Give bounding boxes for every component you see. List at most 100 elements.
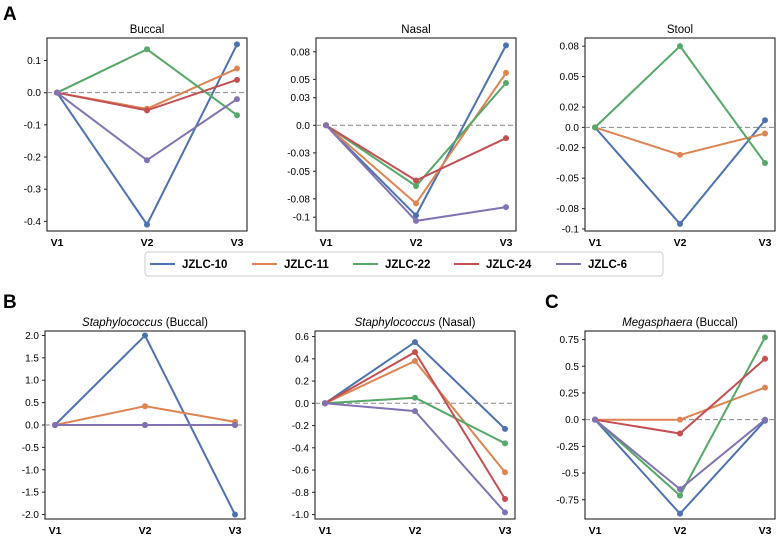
y-tick-label: -0.1	[293, 213, 311, 224]
x-tick-label: V2	[409, 525, 422, 537]
chart-A-stool: Stool 0.08 0.05 0.02 0.0 -0.02 -0.05 -0.08 -0.1 V…	[556, 24, 776, 249]
data-point	[762, 130, 768, 137]
x-tick-label: V1	[589, 525, 602, 537]
data-point	[52, 422, 58, 428]
plot-frame	[584, 330, 776, 520]
y-tick-label: -0.5	[562, 469, 580, 480]
y-tick-label: 0.03	[291, 93, 311, 104]
x-tick-label: V2	[674, 237, 687, 249]
series-jzlc-6	[323, 122, 509, 224]
data-point	[677, 510, 683, 517]
data-point	[502, 469, 508, 476]
y-tick-label: 0.5	[565, 362, 579, 373]
data-point	[412, 394, 418, 401]
y-tick-label: 0.75	[560, 335, 580, 346]
legend-box	[144, 251, 664, 277]
data-point	[323, 122, 329, 129]
x-tick-label: V3	[759, 525, 772, 537]
y-tick-label: 0.05	[291, 75, 311, 86]
legend-item-jzlc-10: JZLC-10	[150, 259, 227, 271]
data-point	[144, 221, 150, 228]
data-point	[142, 332, 148, 339]
charts: Buccal 0.1 0.0 -0.1 -0.2 -0.3 -0.4 V1 V2 V3 Nasal 0…	[22, 24, 776, 537]
y-tick-label: 0.5	[25, 398, 39, 409]
y-tick-label: 0.2	[295, 377, 309, 388]
y-tick-label: -2.0	[22, 510, 40, 521]
y-tick-label: 0.08	[291, 47, 311, 58]
data-point	[413, 212, 419, 219]
data-point	[677, 486, 683, 493]
x-tick-label: V3	[759, 237, 772, 249]
chart-title: Buccal	[130, 24, 165, 36]
x-tick-label: V1	[319, 525, 332, 537]
data-point	[677, 220, 683, 227]
data-point	[413, 217, 419, 224]
plot-frame	[315, 37, 517, 232]
y-tick-label: 0.4	[295, 354, 309, 365]
data-point	[677, 492, 683, 499]
data-point	[234, 96, 240, 103]
data-point	[412, 358, 418, 365]
series-line	[325, 124, 507, 222]
y-tick-label: -0.4	[24, 217, 42, 228]
series-jzlc-10	[592, 117, 768, 227]
data-point	[502, 509, 508, 516]
series-line	[594, 336, 766, 498]
data-point	[142, 403, 148, 410]
data-point	[144, 157, 150, 164]
y-tick-label: -0.5	[22, 443, 40, 454]
legend-item-jzlc-24: JZLC-24	[454, 259, 532, 271]
data-point	[413, 200, 419, 207]
chart-title: Nasal	[401, 24, 430, 36]
series-line	[56, 91, 238, 162]
panel-letter-b: B	[3, 292, 17, 313]
y-tick-label: 0.0	[565, 123, 579, 134]
y-tick-label: -0.3	[24, 185, 42, 196]
y-tick-label: -1.0	[22, 465, 40, 476]
series-jzlc-22	[322, 394, 508, 447]
y-tick-label: 0.6	[295, 332, 309, 343]
y-tick-label: 1.5	[25, 353, 39, 364]
data-point	[677, 416, 683, 423]
legend-item-jzlc-6: JZLC-6	[556, 259, 627, 271]
x-tick-label: V3	[500, 237, 513, 249]
y-tick-label: -0.08	[556, 204, 579, 215]
x-tick-label: V3	[499, 525, 512, 537]
data-point	[232, 422, 238, 428]
y-tick-label: 0.0	[27, 88, 41, 99]
series-jzlc-22	[592, 334, 768, 499]
x-tick-label: V2	[141, 237, 154, 249]
data-point	[677, 151, 683, 158]
series-jzlc-22	[323, 80, 509, 189]
data-point	[503, 135, 509, 142]
chart-B-staph-nasal: Staphylococcus (Nasal) 0.6 0.4 0.2 0.0 -0.2 -0…	[292, 317, 516, 537]
y-tick-label: -0.4	[292, 443, 310, 454]
data-point	[503, 69, 509, 76]
data-point	[762, 334, 768, 341]
plot-frame	[314, 330, 516, 520]
data-point	[234, 112, 240, 119]
x-tick-label: V1	[49, 525, 62, 537]
series-jzlc-22	[592, 43, 768, 166]
series-jzlc-6	[322, 400, 508, 516]
y-tick-label: -1.5	[22, 488, 40, 499]
series-jzlc-10	[323, 42, 509, 219]
data-point	[234, 41, 240, 48]
legend-label: JZLC-6	[588, 259, 627, 271]
y-tick-label: -0.2	[24, 153, 42, 164]
data-point	[144, 107, 150, 114]
y-tick-label: 0.25	[560, 388, 580, 399]
y-tick-label: 0.0	[25, 421, 39, 432]
data-point	[762, 416, 768, 423]
y-tick-label: -0.75	[556, 495, 579, 506]
data-point	[234, 76, 240, 83]
panel-letter-a: A	[3, 4, 17, 25]
data-point	[503, 204, 509, 211]
y-tick-label: -0.03	[287, 148, 310, 159]
data-point	[502, 440, 508, 447]
y-tick-label: -1.0	[292, 510, 310, 521]
x-tick-label: V2	[410, 237, 423, 249]
x-tick-label: V3	[231, 237, 244, 249]
series-line	[325, 44, 507, 218]
